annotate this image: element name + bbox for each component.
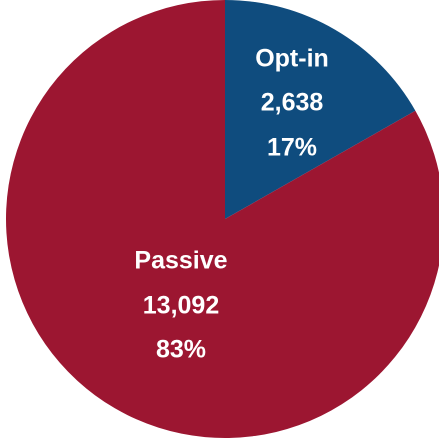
passive-name-label: Passive bbox=[134, 247, 227, 275]
optin-percent-label: 17% bbox=[267, 134, 317, 162]
pie-slice-passive bbox=[6, 0, 439, 438]
passive-percent-label: 83% bbox=[156, 336, 206, 364]
optin-value-label: 2,638 bbox=[261, 89, 324, 117]
optin-name-label: Opt-in bbox=[255, 45, 329, 73]
pie-slice-opt-in bbox=[225, 0, 416, 219]
passive-value-label: 13,092 bbox=[143, 292, 219, 320]
pie-slices bbox=[6, 0, 439, 438]
